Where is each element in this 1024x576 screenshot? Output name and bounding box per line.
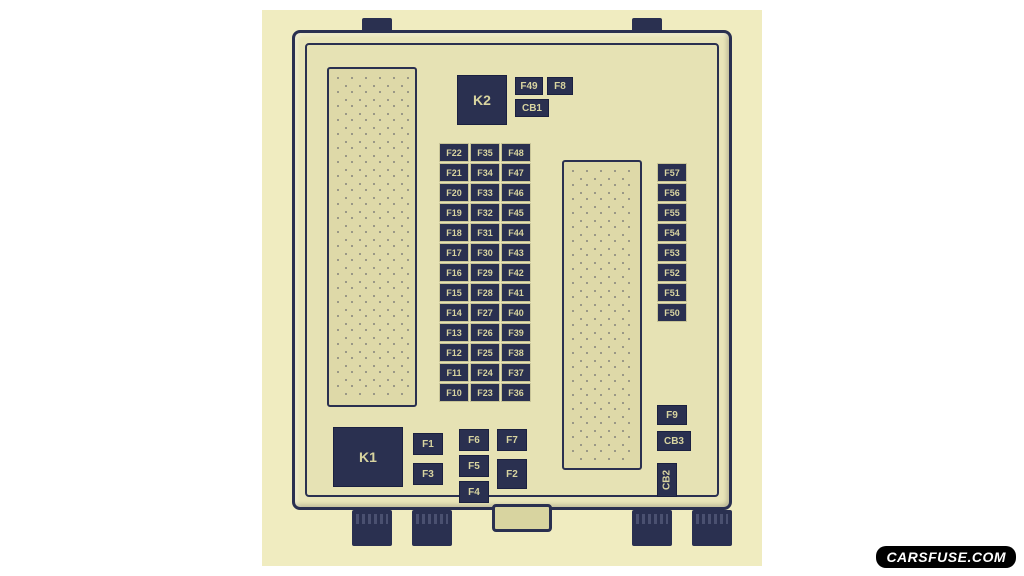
fuse-f52: F52 [657,263,687,282]
fuse-f30: F30 [470,243,500,262]
fuse-f25: F25 [470,343,500,362]
fuse-f12: F12 [439,343,469,362]
fuse-f5: F5 [459,455,489,477]
fuse-f47: F47 [501,163,531,182]
fuse-f11: F11 [439,363,469,382]
fuse-k1: K1 [333,427,403,487]
fuse-f33: F33 [470,183,500,202]
fuse-f28: F28 [470,283,500,302]
fuse-f7: F7 [497,429,527,451]
fuse-f46: F46 [501,183,531,202]
fuse-f4: F4 [459,481,489,503]
fusebox-inner: K1K2F49F8CB1F22F35F48F21F34F47F20F33F46F… [305,43,719,497]
fuse-f20: F20 [439,183,469,202]
fuse-f37: F37 [501,363,531,382]
fuse-f56: F56 [657,183,687,202]
fuse-f19: F19 [439,203,469,222]
fusebox-outer: K1K2F49F8CB1F22F35F48F21F34F47F20F33F46F… [292,30,732,510]
bottom-connector [412,510,452,546]
watermark: CARSFUSE.COM [876,546,1016,568]
fuse-f41: F41 [501,283,531,302]
fuse-f14: F14 [439,303,469,322]
fuse-f18: F18 [439,223,469,242]
fuse-f57: F57 [657,163,687,182]
fuse-f24: F24 [470,363,500,382]
fuse-f44: F44 [501,223,531,242]
fuse-f2: F2 [497,459,527,489]
fuse-f49: F49 [515,77,543,95]
fuse-f54: F54 [657,223,687,242]
fuse-f50: F50 [657,303,687,322]
pin-dots [570,168,634,462]
fuse-f26: F26 [470,323,500,342]
fuse-f16: F16 [439,263,469,282]
fuse-f51: F51 [657,283,687,302]
fuse-f36: F36 [501,383,531,402]
bottom-plug [492,504,552,532]
fuse-f23: F23 [470,383,500,402]
connector-panel-right [562,160,642,470]
fuse-f8: F8 [547,77,573,95]
bottom-connector [352,510,392,546]
fuse-f43: F43 [501,243,531,262]
fuse-f13: F13 [439,323,469,342]
fuse-f42: F42 [501,263,531,282]
fuse-f38: F38 [501,343,531,362]
fuse-f6: F6 [459,429,489,451]
fuse-f27: F27 [470,303,500,322]
fuse-f48: F48 [501,143,531,162]
pin-dots [335,75,409,399]
fuse-f22: F22 [439,143,469,162]
fuse-f53: F53 [657,243,687,262]
fuse-f45: F45 [501,203,531,222]
fuse-cb3: CB3 [657,431,691,451]
fuse-f1: F1 [413,433,443,455]
fuse-f40: F40 [501,303,531,322]
fuse-f3: F3 [413,463,443,485]
fuse-f17: F17 [439,243,469,262]
fuse-f34: F34 [470,163,500,182]
main-fuse-grid: F22F35F48F21F34F47F20F33F46F19F32F45F18F… [439,143,531,402]
connector-panel-left [327,67,417,407]
fuse-f32: F32 [470,203,500,222]
fuse-f29: F29 [470,263,500,282]
fuse-f15: F15 [439,283,469,302]
fuse-k2: K2 [457,75,507,125]
bottom-connector [692,510,732,546]
fuse-f9: F9 [657,405,687,425]
right-fuse-column: F57F56F55F54F53F52F51F50 [657,163,687,322]
diagram-canvas: K1K2F49F8CB1F22F35F48F21F34F47F20F33F46F… [262,10,762,566]
fuse-f31: F31 [470,223,500,242]
fuse-f39: F39 [501,323,531,342]
fuse-f21: F21 [439,163,469,182]
fuse-f10: F10 [439,383,469,402]
bottom-connector [632,510,672,546]
fuse-cb1: CB1 [515,99,549,117]
fuse-f35: F35 [470,143,500,162]
fuse-f55: F55 [657,203,687,222]
fuse-cb2: CB2 [657,463,677,497]
